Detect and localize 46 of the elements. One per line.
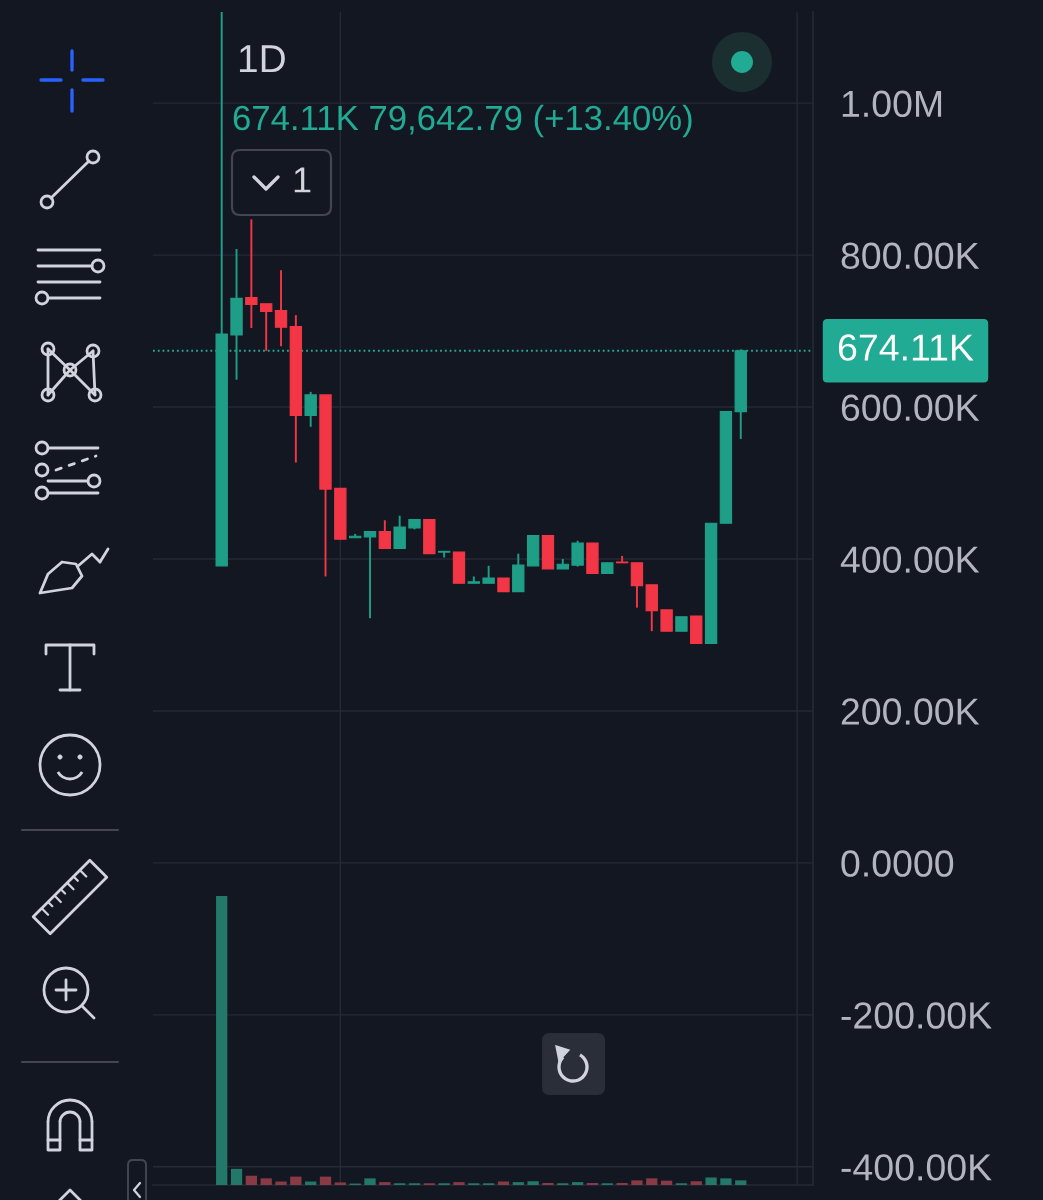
- bar: [571, 1182, 584, 1185]
- candlestick: [660, 608, 673, 633]
- text: 674.11K 79,642.79 (+13.40%): [233, 104, 692, 138]
- candlestick: [630, 561, 644, 609]
- candlestick: [378, 519, 392, 550]
- bar: [260, 1178, 272, 1185]
- candlestick: [245, 218, 258, 330]
- bar: [542, 1182, 554, 1185]
- bar: [720, 1178, 732, 1185]
- bar: [230, 1168, 243, 1185]
- bar: [216, 896, 228, 1185]
- bar: [453, 1182, 465, 1185]
- text: 1D: [239, 45, 285, 73]
- bar: [290, 1176, 302, 1185]
- bar: [512, 1182, 524, 1185]
- bar: [616, 1182, 628, 1185]
- bar: [275, 1181, 287, 1185]
- y-tick-label: -400.00K: [841, 1154, 992, 1181]
- candlestick: [304, 390, 317, 428]
- candlestick: [363, 530, 377, 620]
- bar: [646, 1178, 658, 1185]
- ref-line-label: 674.11K: [838, 334, 974, 361]
- bar: [735, 1180, 747, 1185]
- y-tick-label: 0.0000: [841, 850, 954, 877]
- bar: [334, 1182, 346, 1185]
- candlestick: [274, 269, 288, 348]
- bar: [586, 1182, 599, 1185]
- bar: [319, 1176, 332, 1185]
- bar: [631, 1180, 643, 1185]
- bar: [245, 1175, 257, 1185]
- bar: [690, 1181, 702, 1185]
- candlestick: [571, 539, 584, 568]
- candlestick: [393, 514, 406, 550]
- y-tick-label: 800.00K: [841, 242, 980, 270]
- y-tick-label: 600.00K: [841, 394, 980, 422]
- bar: [527, 1181, 539, 1185]
- annotation: 1: [294, 167, 311, 193]
- y-tick-label: 1.00M: [842, 90, 942, 118]
- y-tick-label: -200.00K: [841, 1002, 992, 1029]
- bar: [364, 1178, 376, 1185]
- candlestick: [259, 302, 273, 352]
- bar: [379, 1182, 391, 1185]
- y-tick-label: 400.00K: [840, 546, 980, 573]
- bar: [705, 1177, 717, 1185]
- bar: [660, 1180, 673, 1185]
- y-tick-label: 200.00K: [841, 698, 980, 725]
